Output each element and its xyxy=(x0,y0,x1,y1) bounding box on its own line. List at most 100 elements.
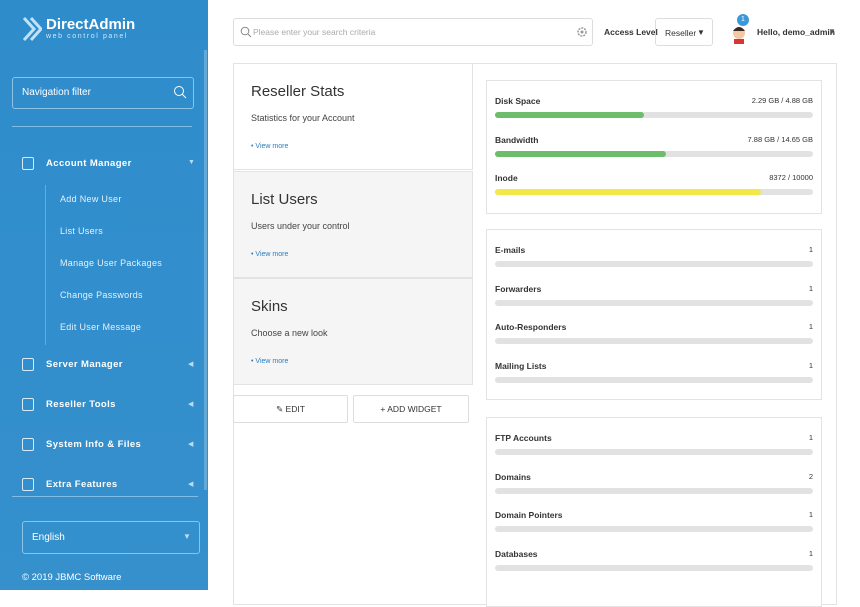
access-level-select[interactable]: Reseller ▼ xyxy=(655,18,713,46)
widget-link[interactable]: • View more xyxy=(251,143,289,150)
count-track xyxy=(495,487,813,494)
usage-value: 2.29 GB / 4.88 GB xyxy=(751,96,813,105)
usage-track xyxy=(495,112,813,118)
usage-label: Bandwidth xyxy=(495,134,539,145)
caret: ◀ xyxy=(188,441,194,448)
caret: ▼ xyxy=(828,27,836,36)
count-track xyxy=(495,376,813,383)
usage-value: 7.88 GB / 14.65 GB xyxy=(747,134,813,144)
logo-title: DirectAdmin xyxy=(46,16,136,33)
scrollbar xyxy=(204,50,207,490)
access-level-label: Access Level xyxy=(604,27,658,37)
search-box[interactable]: Please enter your search criteria xyxy=(233,18,593,46)
menu-item[interactable]: Reseller Tools xyxy=(46,399,116,410)
count-value: 1 xyxy=(808,322,813,331)
nav-filter[interactable]: Navigation filter xyxy=(12,77,194,109)
logo-icon xyxy=(22,16,42,42)
count-label: Databases xyxy=(495,548,538,559)
widget-description: Users under your control xyxy=(251,220,350,231)
submenu-item[interactable]: Add New User xyxy=(60,194,122,204)
menu-icon xyxy=(22,398,34,411)
usage-value: 8372 / 10000 xyxy=(769,173,813,182)
widget-card[interactable]: Skins Choose a new look • View more xyxy=(233,278,473,385)
logo-subtitle: web control panel xyxy=(46,33,129,40)
settings-icon xyxy=(577,27,587,37)
search-placeholder: Please enter your search criteria xyxy=(253,27,376,37)
avatar xyxy=(733,27,745,44)
greeting[interactable]: Hello, demo_admin xyxy=(757,27,835,37)
count-track xyxy=(495,261,813,267)
page: DirectAdmin web control panel Navigation… xyxy=(0,0,837,607)
widget-description: Choose a new look xyxy=(251,328,328,338)
widget-title: List Users xyxy=(251,190,318,208)
language-select[interactable]: English ▼ xyxy=(22,521,200,554)
greeting-text: Hello, demo_admin xyxy=(757,27,835,37)
menu-item[interactable]: System Info & Files xyxy=(46,439,142,450)
count-label: E-mails xyxy=(495,245,526,255)
count-label: Domain Pointers xyxy=(495,510,563,520)
usage-label: Disk Space xyxy=(495,96,541,106)
count-label: Auto-Responders xyxy=(495,322,567,332)
widget-link[interactable]: • View more xyxy=(251,250,289,258)
count-track xyxy=(495,564,813,571)
footer: © 2019 JBMC Software xyxy=(22,572,122,583)
menu-item[interactable]: Server Manager xyxy=(46,359,123,370)
menu-icon xyxy=(22,478,34,491)
submenu-item[interactable]: List Users xyxy=(60,226,104,236)
language: English xyxy=(32,532,65,543)
count-value: 1 xyxy=(808,283,813,293)
count-value: 1 xyxy=(808,360,813,370)
sidebar: DirectAdmin web control panel Navigation… xyxy=(0,0,208,590)
submenu-item[interactable]: Change Passwords xyxy=(60,290,143,300)
search-icon xyxy=(240,26,252,38)
access-level: Reseller xyxy=(665,28,697,38)
caret: ▼ xyxy=(188,159,195,166)
widget-link[interactable]: • View more xyxy=(251,358,289,365)
divider xyxy=(12,496,198,497)
count-track xyxy=(495,449,813,455)
widget-card[interactable]: Reseller Stats Statistics for your Accoun… xyxy=(233,63,473,170)
count-value: 1 xyxy=(808,548,813,558)
caret: ▼ xyxy=(697,28,705,37)
notification-badge[interactable]: 1 xyxy=(737,14,749,26)
edit-label: EDIT xyxy=(285,404,305,414)
menu-item[interactable]: Extra Features xyxy=(46,479,118,490)
search-icon xyxy=(174,86,187,99)
count-label: Domains xyxy=(495,471,531,482)
edit-button[interactable]: ✎ EDIT xyxy=(233,395,348,423)
widget-description: Statistics for your Account xyxy=(251,113,355,123)
submenu-item[interactable]: Manage User Packages xyxy=(60,258,163,268)
count-track xyxy=(495,338,813,344)
caret: ◀ xyxy=(188,481,194,488)
count-value: 2 xyxy=(808,471,813,481)
caret: ◀ xyxy=(188,401,194,408)
count-value: 1 xyxy=(808,433,813,442)
submenu-line xyxy=(45,185,46,345)
count-value: 1 xyxy=(808,510,813,519)
menu-icon xyxy=(22,358,34,371)
count-label: Mailing Lists xyxy=(495,360,547,371)
add-widget-label: ADD WIDGET xyxy=(387,404,442,414)
caret: ◀ xyxy=(188,361,194,368)
menu-icon xyxy=(22,157,34,170)
count-box xyxy=(486,229,822,400)
menu-icon xyxy=(22,438,34,451)
widget-title: Skins xyxy=(251,298,288,315)
usage-label: Inode xyxy=(495,173,518,183)
widget-title: Reseller Stats xyxy=(251,83,345,100)
count-track xyxy=(495,299,813,306)
count-label: Forwarders xyxy=(495,283,542,294)
count-label: FTP Accounts xyxy=(495,433,552,443)
usage-bar xyxy=(495,189,762,195)
usage-bar xyxy=(495,112,645,118)
count-track xyxy=(495,526,813,532)
nav-filter-placeholder: Navigation filter xyxy=(22,87,91,98)
caret: ▼ xyxy=(183,532,191,541)
divider xyxy=(12,126,192,127)
count-value: 1 xyxy=(808,245,813,254)
menu-item[interactable]: Account Manager xyxy=(46,158,132,169)
usage-bar xyxy=(495,150,667,157)
submenu-item[interactable]: Edit User Message xyxy=(60,322,142,332)
widget-card[interactable]: List Users Users under your control • View… xyxy=(233,170,473,278)
add-widget-button[interactable]: + ADD WIDGET xyxy=(353,395,469,423)
